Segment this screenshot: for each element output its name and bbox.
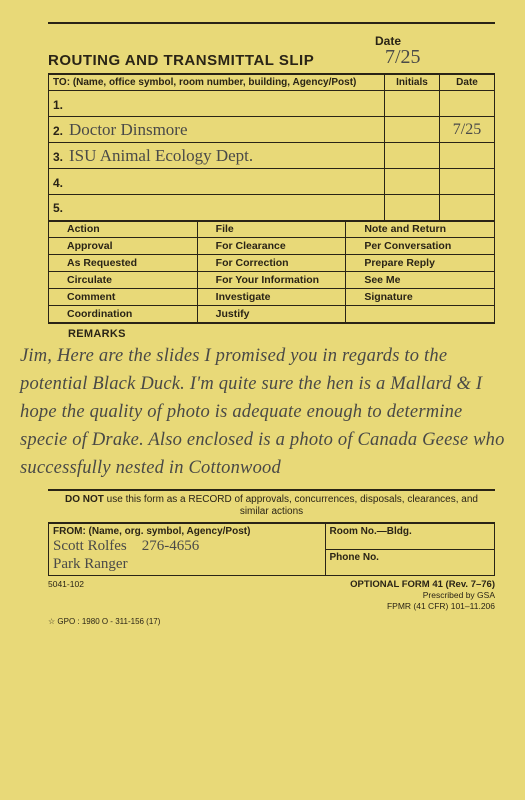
optional-form: OPTIONAL FORM 41 (Rev. 7–76) — [350, 579, 495, 590]
from-label: FROM: (Name, org. symbol, Agency/Post) — [53, 526, 250, 537]
table-row: Comment Investigate Signature — [49, 289, 495, 306]
row-num: 3. — [53, 150, 69, 164]
row-initials — [385, 91, 440, 117]
row-date — [440, 91, 495, 117]
action-cell: Coordination — [49, 306, 198, 324]
remarks-label: REMARKS — [68, 328, 495, 340]
table-row: Coordination Justify — [49, 306, 495, 324]
room-label: Room No.—Bldg. — [325, 523, 494, 550]
row-date: 7/25 — [440, 117, 495, 143]
action-cell: Per Conversation — [346, 238, 495, 255]
top-rule — [48, 22, 495, 24]
title-row: ROUTING AND TRANSMITTAL SLIP Date 7/25 — [48, 34, 495, 69]
from-cell: FROM: (Name, org. symbol, Agency/Post) S… — [49, 523, 326, 576]
action-cell: Circulate — [49, 272, 198, 289]
row-num: 1. — [53, 98, 69, 112]
row-initials — [385, 195, 440, 221]
action-table: Action File Note and Return Approval For… — [48, 220, 495, 324]
action-cell: Signature — [346, 289, 495, 306]
row-date — [440, 143, 495, 169]
row-date — [440, 195, 495, 221]
to-header-row: TO: (Name, office symbol, room number, b… — [49, 74, 495, 91]
action-cell: Action — [49, 221, 198, 238]
table-row: 2.Doctor Dinsmore 7/25 — [49, 117, 495, 143]
action-cell: For Your Information — [197, 272, 346, 289]
row-text: Doctor Dinsmore — [69, 120, 188, 139]
table-row: Circulate For Your Information See Me — [49, 272, 495, 289]
do-not-rest: use this form as a RECORD of approvals, … — [104, 494, 478, 518]
action-cell: Comment — [49, 289, 198, 306]
table-row: Approval For Clearance Per Conversation — [49, 238, 495, 255]
do-not-notice: DO NOT use this form as a RECORD of appr… — [48, 491, 495, 522]
from-title: Park Ranger — [53, 556, 321, 573]
footer-right: OPTIONAL FORM 41 (Rev. 7–76) Prescribed … — [350, 579, 495, 611]
row-initials — [385, 117, 440, 143]
table-row: Action File Note and Return — [49, 221, 495, 238]
phone-label: Phone No. — [325, 549, 494, 575]
from-table: FROM: (Name, org. symbol, Agency/Post) S… — [48, 522, 495, 577]
table-row: As Requested For Correction Prepare Repl… — [49, 255, 495, 272]
prescribed-by: Prescribed by GSA — [350, 590, 495, 600]
action-cell: Prepare Reply — [346, 255, 495, 272]
action-cell: Note and Return — [346, 221, 495, 238]
row-num: 4. — [53, 176, 69, 190]
table-row: 3.ISU Animal Ecology Dept. — [49, 143, 495, 169]
table-row: 1. — [49, 91, 495, 117]
do-not-bold: DO NOT — [65, 494, 104, 505]
footer: 5041-102 OPTIONAL FORM 41 (Rev. 7–76) Pr… — [48, 579, 495, 611]
form-title: ROUTING AND TRANSMITTAL SLIP — [48, 52, 375, 69]
table-row: FROM: (Name, org. symbol, Agency/Post) S… — [49, 523, 495, 550]
action-cell: Approval — [49, 238, 198, 255]
action-cell: Investigate — [197, 289, 346, 306]
action-cell: See Me — [346, 272, 495, 289]
col-date: Date — [440, 74, 495, 91]
action-cell — [346, 306, 495, 324]
from-name-line: Scott Rolfes 276-4656 — [53, 538, 321, 555]
action-cell: For Correction — [197, 255, 346, 272]
fpmr: FPMR (41 CFR) 101–11.206 — [350, 601, 495, 611]
date-block: Date 7/25 — [375, 34, 495, 69]
row-num: 2. — [53, 124, 69, 138]
action-cell: For Clearance — [197, 238, 346, 255]
row-num: 5. — [53, 201, 69, 215]
from-phone-hw: 276-4656 — [142, 538, 200, 554]
action-cell: File — [197, 221, 346, 238]
action-cell: Justify — [197, 306, 346, 324]
to-label: TO: (Name, office symbol, room number, b… — [49, 74, 385, 91]
to-table: TO: (Name, office symbol, room number, b… — [48, 73, 495, 222]
col-initials: Initials — [385, 74, 440, 91]
from-name: Scott Rolfes — [53, 538, 127, 554]
action-cell: As Requested — [49, 255, 198, 272]
row-initials — [385, 143, 440, 169]
row-text: ISU Animal Ecology Dept. — [69, 146, 253, 165]
row-date — [440, 169, 495, 195]
footer-left: 5041-102 — [48, 579, 84, 611]
remarks-text: Jim, Here are the slides I promised you … — [20, 342, 505, 483]
table-row: 5. — [49, 195, 495, 221]
date-value: 7/25 — [375, 46, 495, 69]
gpo-line: ☆ GPO : 1980 O - 311-156 (17) — [48, 617, 495, 626]
routing-slip-form: ROUTING AND TRANSMITTAL SLIP Date 7/25 T… — [0, 0, 525, 636]
row-initials — [385, 169, 440, 195]
table-row: 4. — [49, 169, 495, 195]
